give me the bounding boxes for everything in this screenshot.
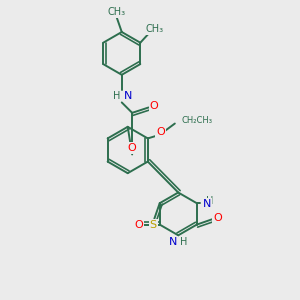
Text: CH₃: CH₃ — [107, 7, 125, 17]
Text: N: N — [202, 199, 211, 209]
Text: H: H — [113, 91, 120, 100]
Text: O: O — [149, 101, 158, 111]
Text: CH₂CH₃: CH₂CH₃ — [182, 116, 213, 125]
Text: N: N — [124, 91, 133, 100]
Text: O: O — [213, 213, 222, 223]
Text: H: H — [180, 237, 188, 247]
Text: O: O — [128, 143, 136, 153]
Text: O: O — [156, 127, 165, 137]
Text: H: H — [206, 196, 214, 206]
Text: O: O — [134, 220, 143, 230]
Text: S: S — [150, 220, 157, 230]
Text: CH₃: CH₃ — [146, 24, 164, 34]
Text: N: N — [169, 237, 177, 247]
